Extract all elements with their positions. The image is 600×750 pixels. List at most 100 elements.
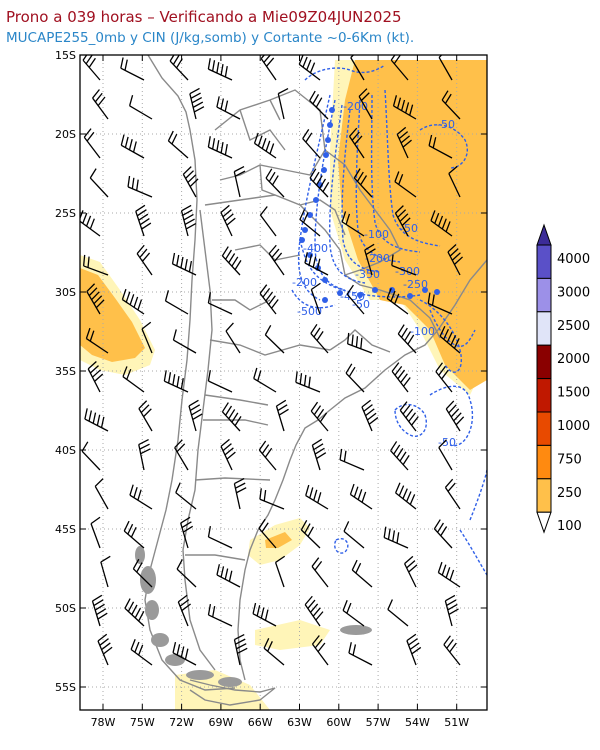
wind-barb	[300, 519, 321, 549]
contour-label: -500	[297, 305, 322, 318]
wind-barb	[122, 366, 145, 393]
contour-label: -200	[292, 276, 317, 289]
wind-shear-barbs	[80, 55, 465, 666]
wind-barb	[120, 57, 145, 81]
wind-barb	[136, 244, 153, 276]
contour-label: -450	[340, 290, 365, 303]
wind-barb	[132, 558, 153, 588]
colorbar-label: 2000	[557, 352, 590, 367]
cin-contours	[291, 64, 487, 576]
colorbar-label: 750	[557, 452, 582, 467]
lat-label: 15S	[55, 49, 76, 62]
wind-barb	[394, 205, 411, 237]
colorbar-label: 4000	[557, 252, 590, 267]
lat-label: 30S	[55, 286, 76, 299]
wind-barb	[172, 329, 197, 354]
wind-barb	[341, 211, 365, 237]
wind-barb	[221, 246, 242, 276]
wind-barb	[305, 484, 329, 510]
contour-label: -400	[303, 242, 328, 255]
colorbar-segment	[536, 378, 552, 413]
wind-barb	[135, 204, 152, 237]
contour-label: -50	[438, 436, 456, 449]
wind-barb	[82, 55, 101, 81]
wind-barb	[174, 439, 189, 471]
wind-barb	[444, 594, 459, 627]
contour-label: -50	[400, 222, 418, 235]
wind-barb	[350, 55, 365, 81]
wind-barb	[263, 638, 285, 666]
wind-barb	[437, 561, 461, 588]
lat-label: 40S	[55, 444, 76, 457]
contour-label: -200	[343, 100, 368, 113]
wind-barb	[386, 287, 409, 315]
wind-barb	[348, 127, 365, 159]
wind-barb	[295, 371, 321, 393]
lon-label: 69W	[208, 716, 233, 729]
wind-barb	[447, 244, 464, 276]
wind-barb	[129, 484, 153, 510]
wind-barb	[443, 635, 461, 666]
wind-barb	[445, 400, 465, 432]
wind-barb	[310, 282, 321, 315]
title-line-1: Prono a 039 horas – Verificando a Mie09Z…	[6, 8, 402, 26]
contour-label: -50	[437, 118, 455, 131]
colorbar-label: 250	[557, 486, 582, 501]
cape-area-south-2	[255, 620, 330, 650]
colorbar-segment	[536, 344, 552, 380]
lon-label: 75W	[130, 716, 155, 729]
wind-barb	[298, 55, 321, 81]
wind-barb	[346, 284, 365, 315]
wind-barb	[403, 555, 418, 588]
contour-label: -100	[410, 325, 435, 338]
wind-barb	[85, 327, 109, 354]
colorbar-segment	[536, 311, 552, 346]
wind-barb	[428, 134, 453, 159]
wind-barb	[225, 322, 241, 354]
wind-barb	[233, 477, 247, 510]
wind-barb	[141, 321, 153, 354]
wind-barb	[86, 283, 105, 315]
wind-barb	[207, 370, 233, 393]
wind-barb	[128, 95, 153, 120]
lon-label: 60W	[326, 716, 351, 729]
wind-barb	[180, 204, 197, 237]
contour-label: -50	[352, 298, 370, 311]
wind-barb	[351, 559, 373, 588]
wind-barb	[260, 55, 277, 81]
wind-barb	[220, 438, 236, 471]
colorbar: 4000 3000 2500 2000 1500 1000 750 250 100	[536, 223, 590, 534]
wind-barb	[182, 166, 199, 198]
wind-barb	[233, 165, 246, 198]
tierra-del-fuego	[189, 679, 276, 706]
wind-barb	[100, 555, 111, 588]
lat-label: 50S	[55, 602, 76, 615]
wind-barb	[207, 136, 233, 159]
wind-barb	[221, 402, 242, 432]
wind-barb	[176, 559, 197, 588]
wind-barb	[304, 595, 324, 627]
lon-label: 54W	[405, 716, 430, 729]
uruguay-coast	[329, 329, 391, 353]
colorbar-segment	[536, 411, 552, 446]
brazil-border	[324, 149, 401, 276]
wind-barb	[207, 58, 233, 81]
bolivia-border	[214, 89, 326, 181]
wind-barb	[427, 292, 453, 315]
lon-label: 66W	[248, 716, 273, 729]
contour-label: -100	[364, 228, 389, 241]
wind-barb	[343, 521, 365, 549]
wind-barb	[364, 243, 376, 276]
wind-barb	[275, 399, 289, 432]
lon-label: 78W	[91, 716, 116, 729]
colorbar-segment	[536, 478, 552, 513]
wind-barb	[397, 324, 417, 354]
atlantic-coastline	[237, 259, 487, 681]
paraguay-border	[259, 164, 346, 236]
colorbar-segment	[536, 244, 552, 279]
wind-barb	[127, 175, 153, 198]
wind-barb	[207, 292, 233, 315]
lat-label: 25S	[55, 207, 76, 220]
wind-barb	[138, 439, 151, 471]
wind-barb	[395, 482, 417, 510]
